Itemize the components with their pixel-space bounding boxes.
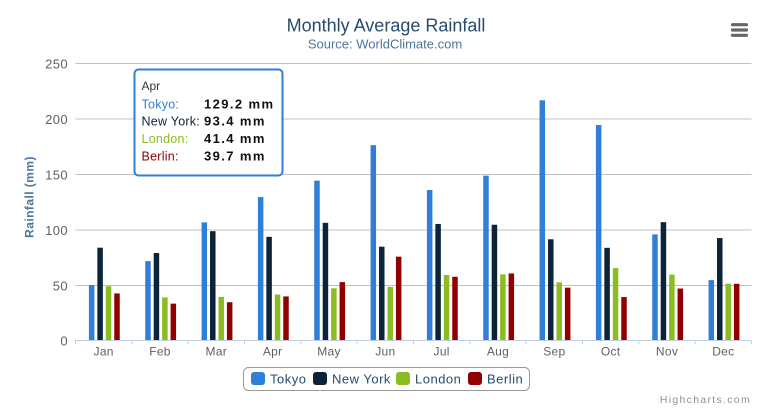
svg-text:93.4 mm: 93.4 mm — [204, 114, 266, 129]
svg-text:Jul: Jul — [434, 345, 450, 359]
svg-text:Tokyo:: Tokyo: — [142, 97, 180, 111]
svg-text:0: 0 — [60, 333, 68, 348]
svg-text:100: 100 — [45, 223, 68, 238]
svg-text:Sep: Sep — [543, 345, 565, 359]
svg-text:Oct: Oct — [601, 345, 621, 359]
svg-text:250: 250 — [45, 56, 68, 71]
svg-text:Aug: Aug — [487, 345, 509, 359]
svg-text:Dec: Dec — [712, 345, 734, 359]
svg-text:May: May — [317, 345, 341, 359]
svg-text:50: 50 — [53, 278, 68, 293]
svg-text:150: 150 — [45, 167, 68, 182]
svg-text:Jan: Jan — [94, 345, 114, 359]
svg-text:41.4 mm: 41.4 mm — [204, 131, 266, 146]
svg-text:Rainfall (mm): Rainfall (mm) — [23, 156, 37, 238]
svg-text:129.2 mm: 129.2 mm — [204, 96, 274, 111]
svg-text:Highcharts.com: Highcharts.com — [660, 394, 751, 406]
svg-text:Apr: Apr — [263, 345, 283, 359]
svg-text:New York:: New York: — [142, 115, 201, 129]
svg-text:Feb: Feb — [149, 345, 171, 359]
svg-text:Nov: Nov — [656, 345, 678, 359]
svg-text:Apr: Apr — [142, 79, 161, 93]
svg-text:Jun: Jun — [375, 345, 395, 359]
svg-text:Source: WorldClimate.com: Source: WorldClimate.com — [308, 37, 462, 52]
svg-text:New York: New York — [332, 372, 391, 387]
svg-text:London:: London: — [142, 132, 189, 146]
svg-text:London: London — [415, 372, 461, 387]
svg-text:200: 200 — [45, 112, 68, 127]
svg-text:Tokyo: Tokyo — [270, 372, 306, 387]
svg-text:39.7 mm: 39.7 mm — [204, 148, 266, 163]
svg-text:Mar: Mar — [206, 345, 228, 359]
svg-text:Monthly Average Rainfall: Monthly Average Rainfall — [287, 16, 486, 36]
svg-text:Berlin: Berlin — [487, 372, 523, 387]
svg-text:Berlin:: Berlin: — [142, 149, 179, 163]
